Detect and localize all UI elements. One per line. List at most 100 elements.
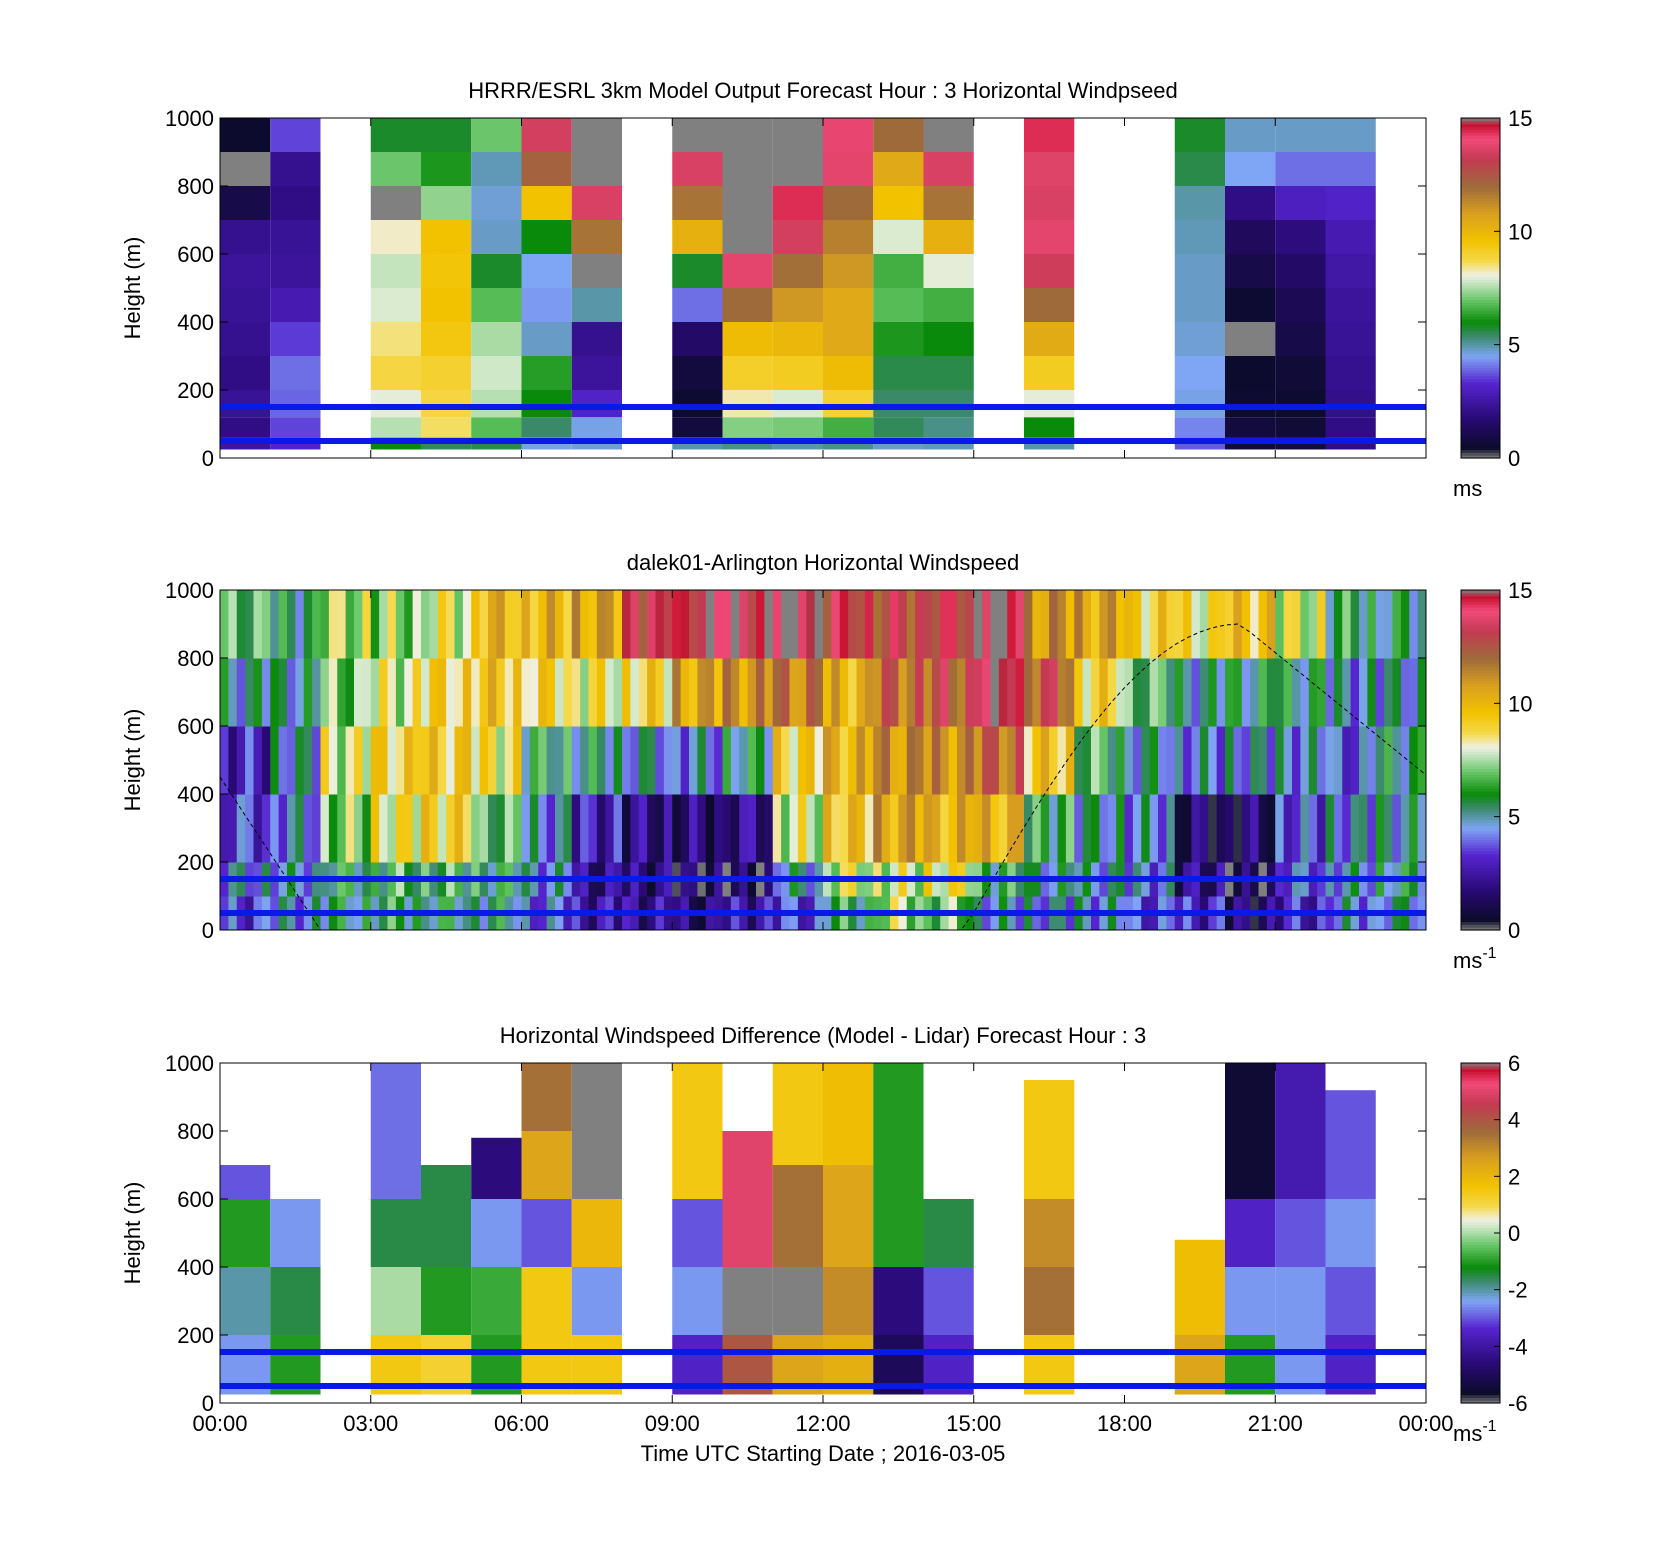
heat-cell — [488, 794, 497, 863]
heat-cell — [446, 726, 455, 795]
heat-cell — [345, 726, 355, 795]
heat-cell — [471, 118, 522, 152]
colorbar-frame — [1460, 117, 1501, 459]
heat-cell — [764, 726, 774, 795]
heat-cell — [789, 794, 799, 863]
heat-cell — [772, 390, 823, 418]
heat-cell — [580, 658, 589, 727]
colorbar-segment — [1461, 862, 1500, 866]
colorbar-segment — [1461, 802, 1500, 806]
heat-cell — [1258, 726, 1268, 795]
heat-cell — [1275, 152, 1326, 186]
heat-cell — [421, 152, 472, 186]
heat-cell — [596, 590, 606, 659]
colorbar-segment — [1461, 796, 1500, 801]
heat-cell — [370, 322, 421, 356]
heat-cell — [1266, 590, 1276, 659]
heat-cell — [722, 794, 732, 863]
colorbar-segment — [1461, 1102, 1500, 1107]
heat-cell — [806, 590, 816, 659]
heat-cell — [471, 726, 481, 795]
colorbar-segment — [1461, 1241, 1500, 1245]
colorbar-segment — [1461, 782, 1500, 787]
heat-cell — [312, 794, 321, 863]
heat-cell — [890, 590, 899, 659]
heat-cell — [245, 590, 254, 659]
heat-cell — [622, 658, 631, 727]
colorbar-segment — [1461, 590, 1500, 594]
colorbar-segment — [1461, 635, 1500, 639]
heat-cell — [1359, 726, 1368, 795]
colorbar-segment — [1461, 387, 1500, 391]
heat-cell — [337, 794, 347, 863]
colorbar-segment — [1461, 1184, 1500, 1189]
heat-cell — [370, 794, 380, 863]
colorbar-segment — [1461, 711, 1500, 716]
heat-cell — [1225, 118, 1276, 152]
colorbar-segment — [1461, 126, 1500, 130]
colorbar-segment — [1461, 347, 1500, 351]
heat-cell — [772, 1267, 823, 1335]
heat-cell — [596, 726, 606, 795]
heat-cell — [471, 1137, 522, 1199]
colorbar-segment — [1461, 222, 1500, 227]
colorbar-segment — [1461, 1377, 1500, 1381]
heat-cell — [1359, 590, 1368, 659]
heat-cell — [739, 726, 749, 795]
heat-cell — [529, 794, 539, 863]
colorbar-unit: ms-1 — [1453, 1418, 1497, 1446]
colorbar-segment — [1461, 805, 1500, 809]
heat-cell — [245, 658, 254, 727]
heat-cell — [429, 658, 439, 727]
colorbar-segment — [1461, 344, 1500, 349]
heat-cell — [320, 590, 330, 659]
heat-cell — [1216, 794, 1226, 863]
colorbar-segment — [1461, 856, 1500, 860]
heat-cell — [588, 794, 598, 863]
heat-cell — [923, 322, 974, 356]
colorbar-segment — [1461, 1068, 1500, 1073]
heat-cell — [328, 590, 338, 659]
colorbar-segment — [1461, 864, 1500, 869]
colorbar-segment — [1461, 239, 1500, 244]
heat-cell — [462, 590, 472, 659]
heat-cell — [856, 726, 866, 795]
heat-cell — [831, 794, 841, 863]
heat-cell — [1107, 590, 1117, 659]
heat-cell — [1158, 794, 1167, 863]
heat-cell — [1057, 590, 1067, 659]
heat-cell — [1032, 658, 1042, 727]
heat-cell — [1024, 390, 1075, 418]
heat-cell — [873, 322, 924, 356]
heat-cell — [328, 658, 338, 727]
heat-cell — [521, 658, 531, 727]
colorbar-segment — [1461, 341, 1500, 346]
heat-cell — [571, 658, 581, 727]
heat-cell — [261, 590, 271, 659]
heat-cell — [605, 726, 615, 795]
colorbar-segment — [1461, 1165, 1500, 1169]
heat-cell — [797, 590, 807, 659]
heat-cell — [253, 794, 263, 863]
colorbar-segment — [1461, 401, 1500, 405]
heat-cell — [270, 1199, 321, 1267]
heat-cell — [1350, 794, 1360, 863]
heat-cell — [1040, 726, 1050, 795]
colorbar-segment — [1461, 694, 1500, 699]
colorbar-segment — [1461, 1230, 1500, 1234]
heat-cell — [722, 390, 773, 418]
heat-cell — [220, 356, 271, 390]
colorbar-segment — [1461, 1199, 1500, 1203]
heat-cell — [1308, 658, 1318, 727]
heat-cell — [261, 794, 271, 863]
colorbar-segment — [1461, 728, 1500, 733]
colorbar-segment — [1461, 1369, 1500, 1373]
heatmap-cells — [220, 118, 1376, 450]
heat-cell — [697, 726, 707, 795]
heat-cell — [228, 726, 238, 795]
heat-cell — [823, 794, 832, 863]
heat-cell — [823, 356, 874, 390]
colorbar-segment — [1461, 188, 1500, 193]
heat-cell — [1325, 322, 1376, 356]
heat-cell — [220, 417, 271, 438]
